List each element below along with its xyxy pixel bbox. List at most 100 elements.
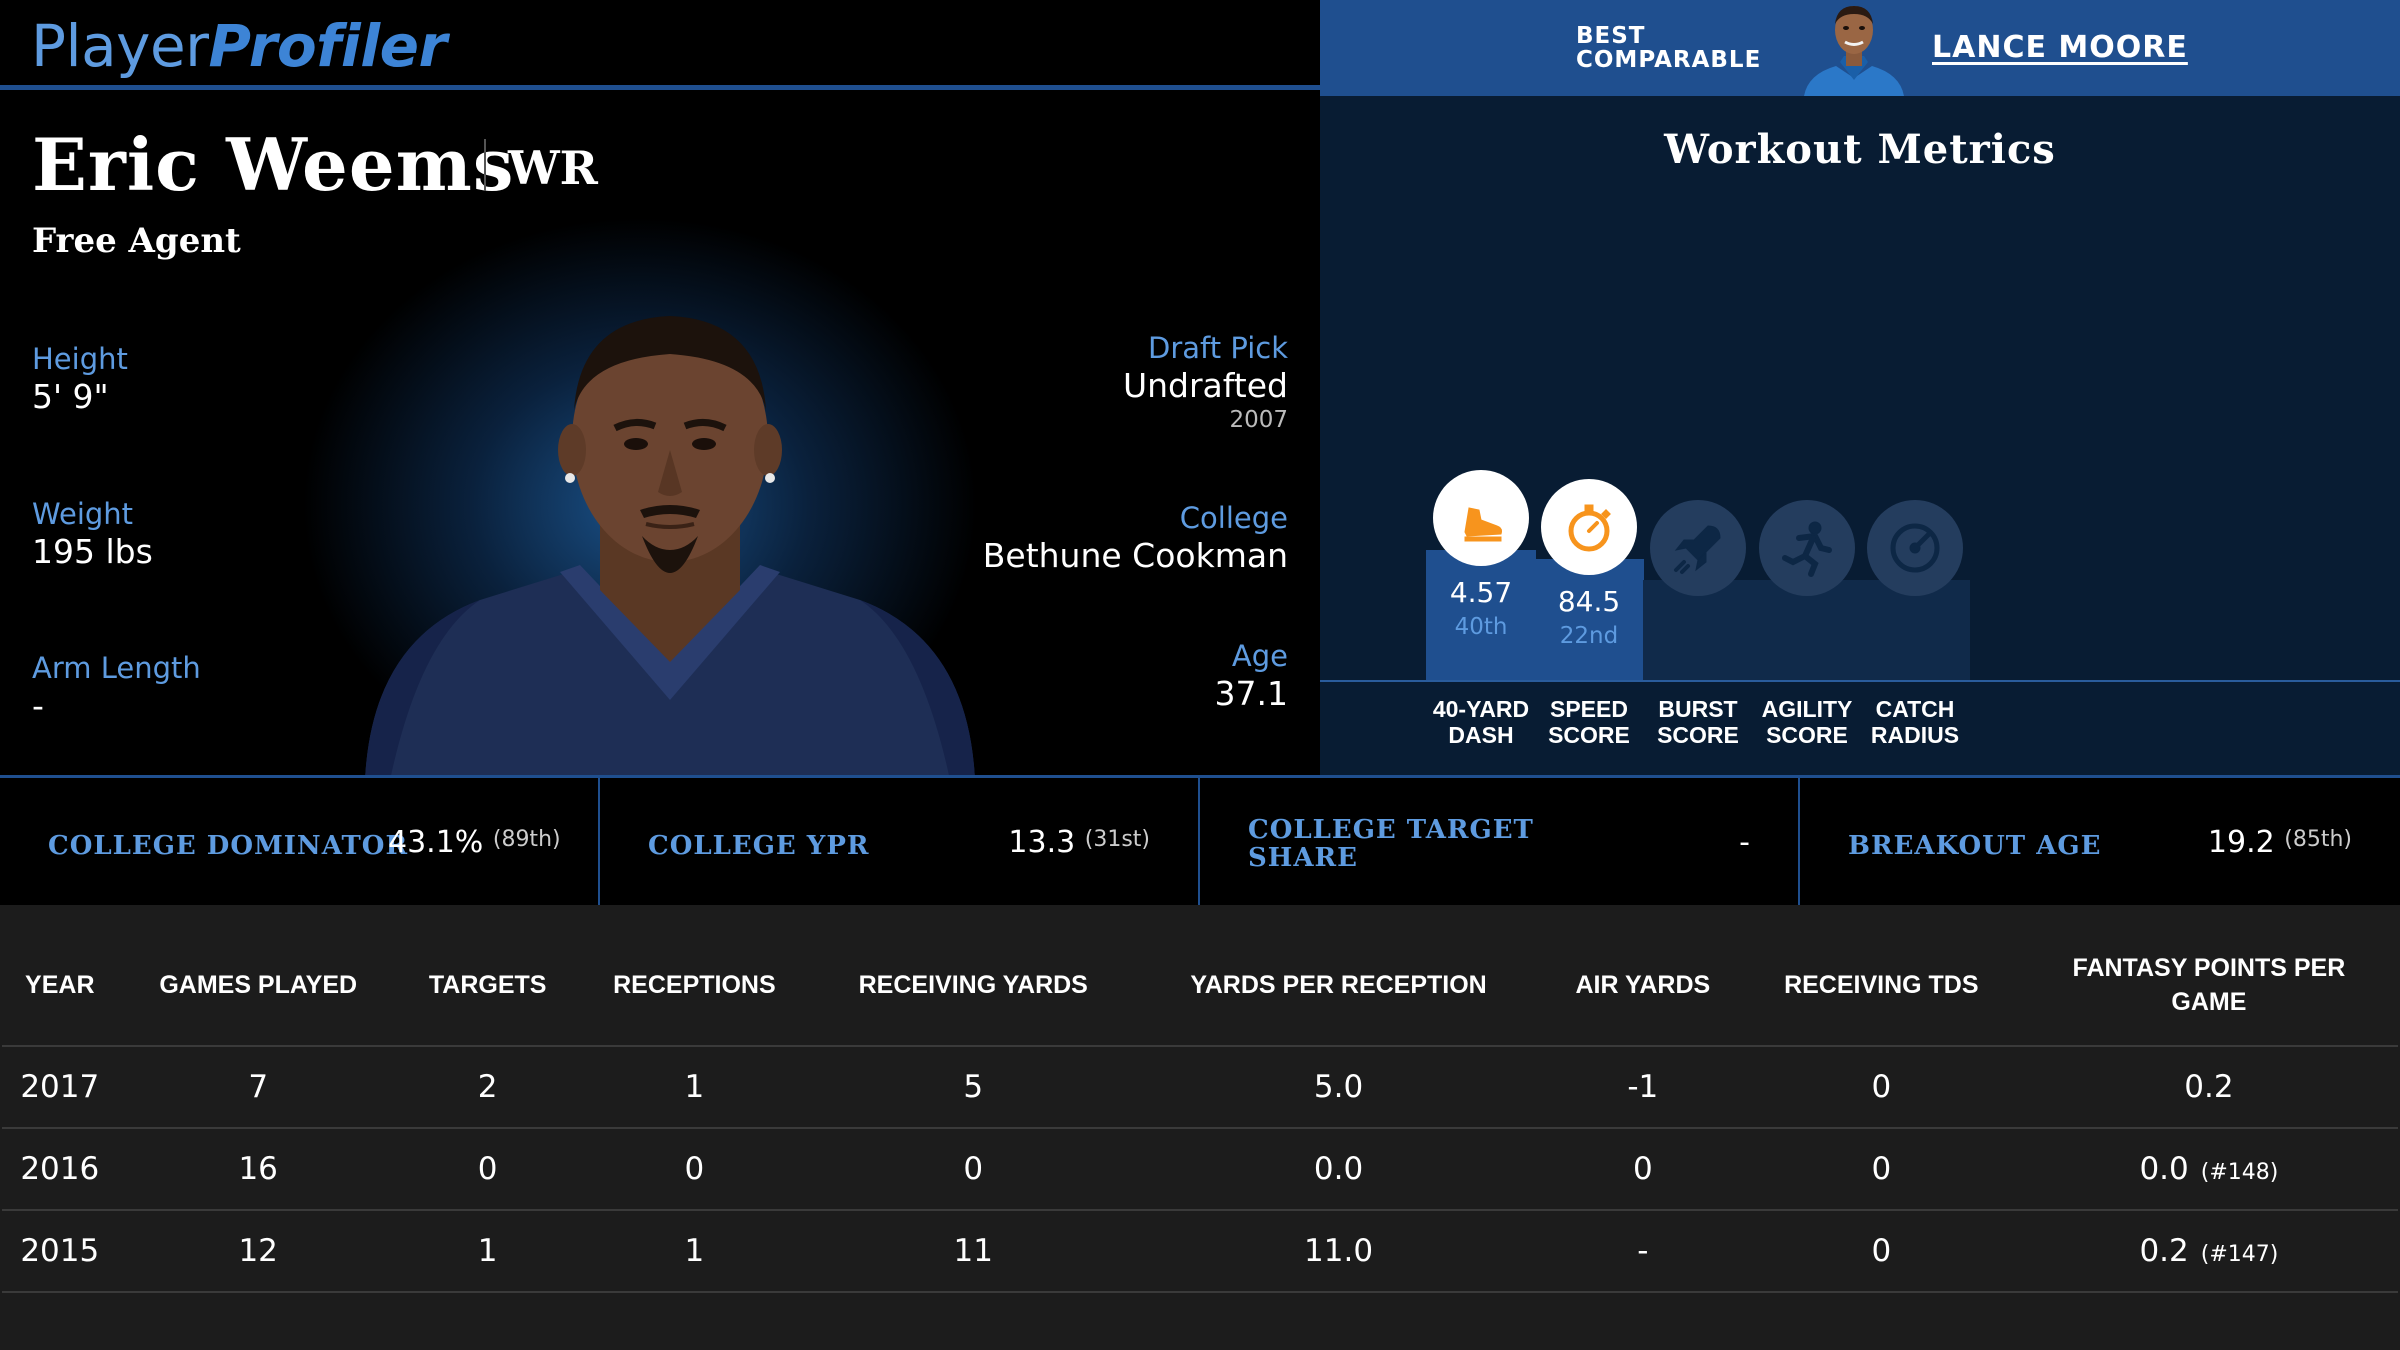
cell-value: 12: [238, 1233, 278, 1269]
cell-games: 7: [117, 1046, 399, 1129]
arm-length-label: Arm Length: [32, 651, 201, 685]
cell-value: 1: [477, 1233, 498, 1269]
cell-receptions: 1: [576, 1210, 813, 1293]
metric-rank: 40th: [1454, 614, 1508, 640]
college-ypr-rank: (31st): [1084, 827, 1150, 852]
player-position: WR: [508, 141, 598, 195]
cell-value: 0: [477, 1151, 498, 1187]
cell-yards: 0: [812, 1128, 1135, 1211]
column-header-line1: AIR YARDS: [1575, 971, 1711, 999]
cell-fppg: 0.2: [2019, 1046, 2398, 1129]
column-header[interactable]: RECEIVING YARDS: [812, 925, 1135, 1047]
cell-value: 5: [963, 1069, 984, 1105]
table-row: 2017 7 2 1 5 5.0 -1 0 0.2: [2, 1046, 2398, 1129]
metric-circle-shoe-icon[interactable]: [1433, 470, 1529, 566]
metric-label-line2: SCORE: [1766, 722, 1848, 748]
column-header[interactable]: YEAR: [2, 925, 118, 1047]
cell-value: 2: [477, 1069, 498, 1105]
column-header-line1: YEAR: [25, 971, 95, 999]
metric-bar: [1534, 559, 1644, 680]
draft-year: 2007: [1229, 407, 1288, 433]
column-header-line1: RECEIVING TDS: [1784, 971, 1979, 999]
name-separator: [484, 139, 486, 191]
metric-circle-runner-icon[interactable]: [1759, 500, 1855, 596]
stopwatch-icon: [1568, 504, 1611, 552]
column-header[interactable]: RECEPTIONS: [576, 925, 813, 1047]
college-ypr-value: 13.3 (31st): [1008, 825, 1150, 860]
draft-pick-attribute: Draft Pick Undrafted 2007: [1123, 330, 1288, 434]
column-header[interactable]: YARDS PER RECEPTION: [1134, 925, 1543, 1047]
college-ypr-cell: COLLEGE YPR 13.3 (31st): [600, 778, 1200, 908]
player-team: Free Agent: [32, 221, 241, 261]
cell-fppg: 0.2 (#147): [2019, 1210, 2398, 1293]
cell-value: 0: [963, 1151, 984, 1187]
draft-pick-label: Draft Pick: [1148, 331, 1288, 365]
column-header-line2: GAME: [2171, 988, 2247, 1016]
table-row: 2015 12 1 1 11 11.0-0 0.2 (#147): [2, 1210, 2398, 1293]
cell-value: 2016: [20, 1151, 100, 1187]
metric-label-line2: RADIUS: [1870, 722, 1960, 748]
college-dominator-value: 43.1% (89th): [388, 825, 561, 860]
cell-value: 1: [684, 1233, 705, 1269]
column-header[interactable]: FANTASY POINTS PER GAME: [2019, 925, 2398, 1047]
shoe-icon: [1464, 507, 1502, 542]
target-icon: [1890, 523, 1940, 573]
weight-label: Weight: [32, 497, 134, 531]
college-dominator-number: 43.1%: [388, 825, 484, 860]
cell-value: 0.2: [2184, 1069, 2234, 1105]
metric-label-line1: BURST: [1658, 696, 1738, 722]
metric-circle-rocket-icon[interactable]: [1650, 500, 1746, 596]
cell-value: 0.0: [1313, 1151, 1364, 1187]
metric-circle-target-icon[interactable]: [1867, 500, 1963, 596]
column-header[interactable]: TARGETS: [398, 925, 577, 1047]
metric-bar: [1752, 580, 1862, 680]
cell-air-yards: 0: [1542, 1128, 1743, 1211]
column-header-line1: FANTASY POINTS PER: [2072, 954, 2346, 982]
metric-label-line2: SCORE: [1548, 722, 1630, 748]
column-header[interactable]: RECEIVING TDS: [1742, 925, 2020, 1047]
breakout-age-label: BREAKOUT AGE: [1848, 831, 2102, 861]
rocket-icon: [1674, 525, 1721, 574]
breakout-age-cell: BREAKOUT AGE 19.2 (85th): [1800, 778, 2400, 908]
workout-baseline: [1320, 680, 2400, 682]
college-target-share-cell: COLLEGE TARGET SHARE -: [1200, 778, 1800, 908]
column-header[interactable]: AIR YARDS: [1542, 925, 1743, 1047]
metric-label-line1: 40-YARD: [1432, 696, 1530, 722]
breakout-age-value: 19.2 (85th): [2208, 825, 2352, 860]
cell-value: -1: [1627, 1069, 1659, 1105]
cell-targets: 0: [398, 1128, 577, 1211]
cell-value: 11: [953, 1233, 993, 1269]
arm-length-attribute: Arm Length -: [32, 650, 201, 726]
cell-value: 0: [1871, 1069, 1892, 1105]
college-dominator-rank: (89th): [492, 827, 561, 852]
cell-year: 2015: [2, 1210, 118, 1293]
column-header[interactable]: GAMES PLAYED: [117, 925, 399, 1047]
fppg-rank: (#147): [2200, 1242, 2279, 1267]
college-ypr-label: COLLEGE YPR: [648, 831, 870, 861]
cell-value: 0.2: [2139, 1233, 2189, 1269]
age-label: Age: [1231, 639, 1288, 673]
cell-air-yards: -: [1542, 1210, 1743, 1293]
column-header-line1: RECEPTIONS: [613, 971, 776, 999]
college-label: College: [1179, 501, 1288, 535]
cell-ypr: 5.0: [1134, 1046, 1543, 1129]
college-target-share-label: COLLEGE TARGET SHARE: [1248, 816, 1534, 872]
cell-air-yards: -1: [1542, 1046, 1743, 1129]
comparable-player-link[interactable]: LANCE MOORE: [1932, 30, 2188, 65]
college-stats-strip: COLLEGE DOMINATOR 43.1% (89th) COLLEGE Y…: [0, 775, 2400, 908]
metric-label-line1: SPEED: [1550, 696, 1628, 722]
metric-label-line1: CATCH: [1875, 696, 1955, 722]
college-ypr-number: 13.3: [1008, 825, 1076, 860]
college-dominator-cell: COLLEGE DOMINATOR 43.1% (89th): [0, 778, 600, 908]
college-dominator-label: COLLEGE DOMINATOR: [48, 831, 409, 861]
weight-value: 195 lbs: [32, 532, 153, 571]
best-comparable-bar: BEST COMPARABLE LANCE MOORE: [1320, 0, 2400, 96]
cell-yards: 5: [812, 1046, 1135, 1129]
cell-targets: 2: [398, 1046, 577, 1129]
cell-tds: 0: [1742, 1210, 2020, 1293]
metric-circle-stopwatch-icon[interactable]: [1541, 479, 1637, 575]
college-attribute: College Bethune Cookman: [983, 500, 1288, 576]
site-logo[interactable]: PlayerProfiler: [31, 14, 447, 78]
best-label-line2: COMPARABLE: [1576, 47, 1762, 73]
column-header-line1: TARGETS: [428, 971, 547, 999]
